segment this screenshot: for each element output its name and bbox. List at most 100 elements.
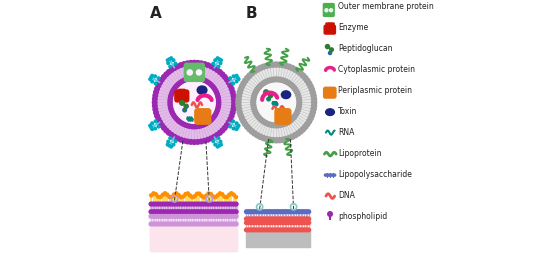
Circle shape (194, 222, 198, 226)
Circle shape (267, 217, 271, 221)
Circle shape (224, 222, 228, 226)
Circle shape (267, 62, 272, 68)
Circle shape (312, 100, 317, 105)
Circle shape (289, 228, 293, 232)
Circle shape (157, 77, 160, 79)
Circle shape (296, 106, 301, 111)
Circle shape (215, 68, 219, 72)
Circle shape (203, 222, 207, 226)
Circle shape (168, 100, 172, 104)
Circle shape (289, 118, 293, 122)
Circle shape (216, 104, 221, 109)
Circle shape (267, 210, 271, 214)
Circle shape (289, 221, 293, 225)
Circle shape (270, 221, 274, 225)
Circle shape (179, 222, 183, 226)
Circle shape (311, 93, 316, 98)
Text: phospholipid: phospholipid (338, 212, 387, 221)
Circle shape (246, 228, 250, 232)
Circle shape (278, 210, 282, 214)
Circle shape (158, 80, 162, 85)
Circle shape (299, 217, 303, 221)
Circle shape (208, 215, 212, 218)
Circle shape (165, 222, 168, 226)
Circle shape (265, 210, 269, 214)
Circle shape (179, 202, 183, 206)
Circle shape (188, 202, 191, 206)
Circle shape (172, 66, 177, 70)
Circle shape (307, 210, 311, 214)
Circle shape (219, 222, 222, 226)
Circle shape (210, 222, 213, 226)
Circle shape (307, 221, 311, 225)
Circle shape (184, 222, 188, 226)
Circle shape (189, 202, 192, 206)
Circle shape (261, 221, 264, 225)
Circle shape (300, 221, 304, 225)
Circle shape (237, 90, 242, 95)
Circle shape (217, 137, 220, 140)
Circle shape (163, 215, 167, 218)
Circle shape (262, 80, 267, 85)
Circle shape (292, 115, 296, 120)
Circle shape (311, 103, 317, 108)
Circle shape (175, 210, 179, 214)
Circle shape (172, 114, 177, 118)
Circle shape (195, 125, 199, 129)
Circle shape (214, 90, 218, 94)
Circle shape (168, 96, 173, 100)
Circle shape (172, 59, 175, 61)
Circle shape (264, 63, 269, 68)
Circle shape (200, 195, 203, 198)
Circle shape (192, 222, 196, 226)
Circle shape (188, 210, 191, 214)
Circle shape (251, 210, 255, 214)
Circle shape (206, 63, 210, 67)
Circle shape (293, 67, 298, 72)
Circle shape (249, 71, 255, 76)
Circle shape (284, 210, 288, 214)
Circle shape (208, 222, 212, 226)
Circle shape (167, 131, 171, 135)
Circle shape (261, 81, 265, 86)
Circle shape (154, 90, 158, 94)
Circle shape (302, 124, 308, 129)
Circle shape (277, 210, 280, 214)
Circle shape (232, 120, 234, 123)
Circle shape (192, 140, 197, 144)
Circle shape (164, 128, 169, 133)
Circle shape (215, 215, 219, 218)
Circle shape (271, 137, 276, 143)
Circle shape (300, 127, 306, 132)
Circle shape (248, 221, 251, 225)
Circle shape (201, 215, 205, 218)
Circle shape (251, 100, 256, 105)
Circle shape (226, 210, 229, 214)
Circle shape (239, 84, 245, 89)
Circle shape (253, 90, 258, 95)
Circle shape (172, 222, 175, 226)
Circle shape (180, 222, 184, 226)
Circle shape (179, 215, 183, 218)
Circle shape (299, 210, 303, 214)
Circle shape (166, 193, 169, 196)
Circle shape (166, 59, 169, 61)
Circle shape (228, 83, 233, 88)
Circle shape (270, 77, 274, 82)
Circle shape (275, 217, 278, 221)
Circle shape (296, 92, 300, 97)
Circle shape (180, 121, 184, 125)
Circle shape (169, 92, 174, 96)
Polygon shape (238, 65, 314, 140)
Circle shape (168, 104, 173, 109)
Circle shape (150, 126, 152, 129)
FancyBboxPatch shape (150, 224, 237, 251)
Circle shape (191, 215, 195, 218)
Circle shape (298, 221, 301, 225)
Circle shape (304, 221, 307, 225)
Circle shape (172, 202, 175, 206)
Circle shape (232, 75, 235, 78)
Circle shape (220, 72, 225, 77)
Circle shape (182, 210, 186, 214)
Circle shape (253, 110, 258, 114)
